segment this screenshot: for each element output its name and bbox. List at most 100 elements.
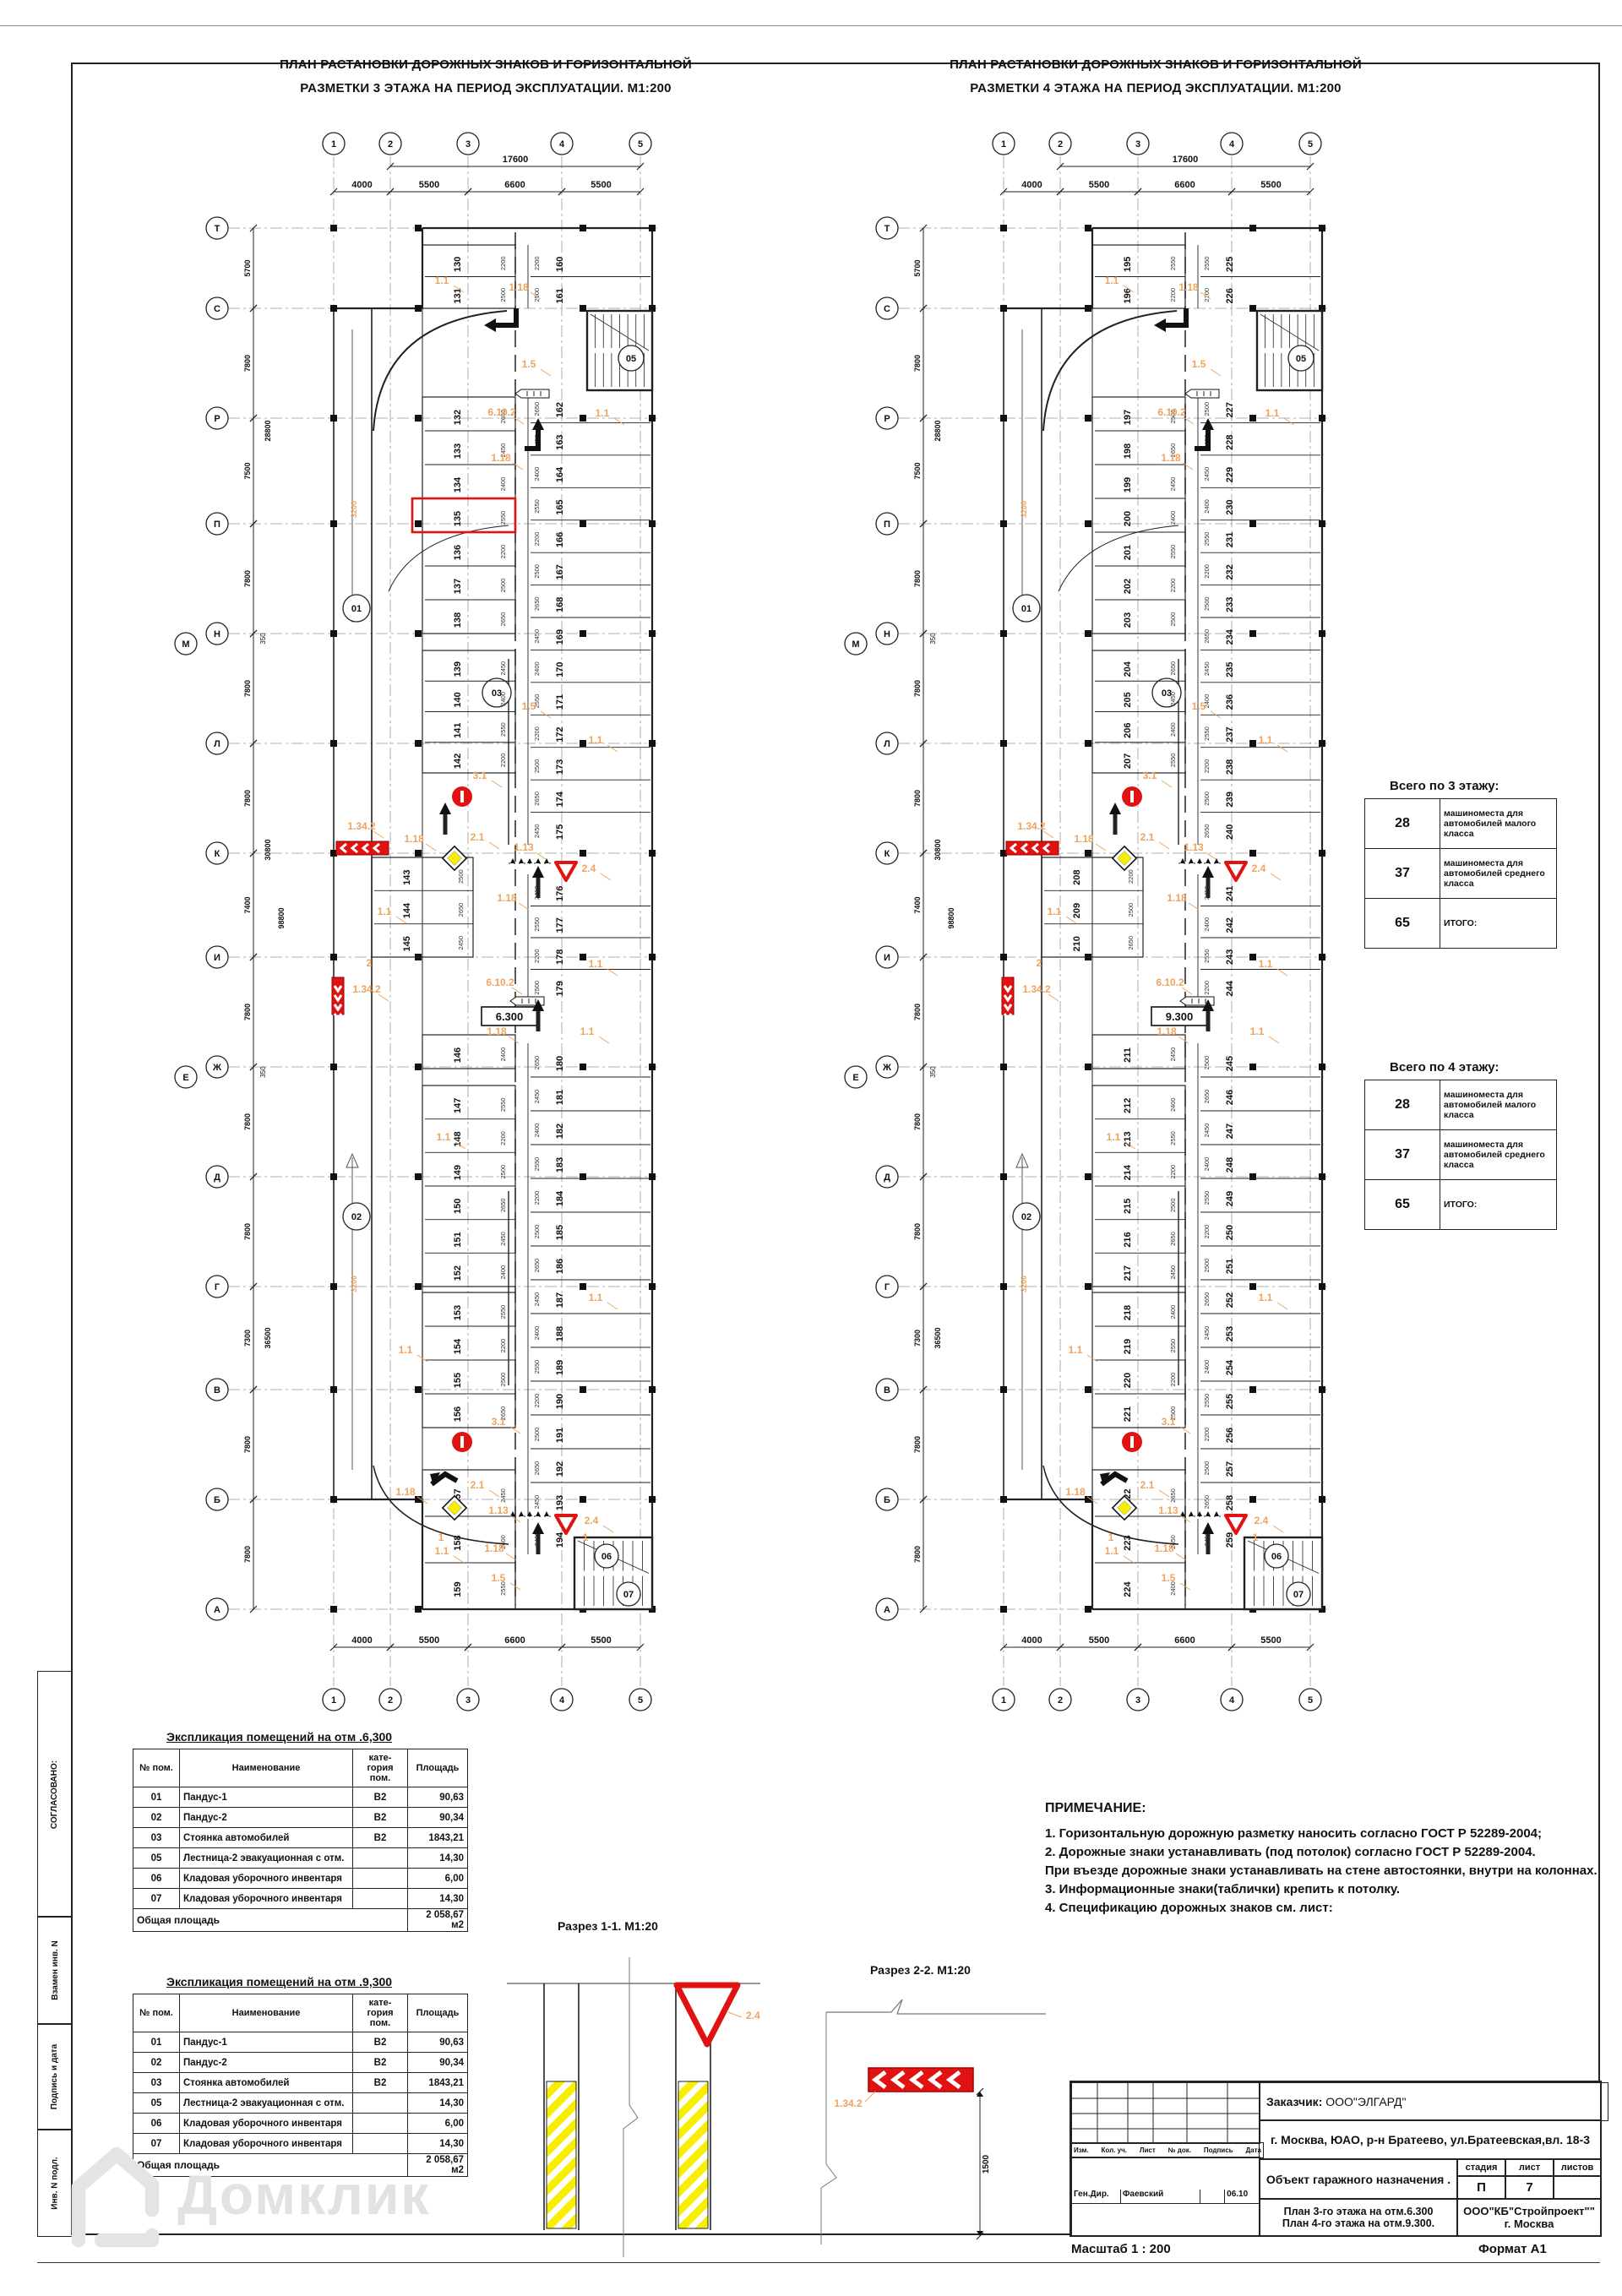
column-mark <box>649 225 656 231</box>
stamp-approved-label: СОГЛАСОВАНО: <box>50 1760 60 1829</box>
summary-table-floor4: Всего по 4 этажу: 28 машиноместа для автом… <box>1364 1060 1557 1230</box>
column-mark <box>1319 225 1325 231</box>
stall-width-dim: 2550 <box>499 1097 507 1112</box>
room-table-header: № пом. <box>133 1749 180 1787</box>
signers-grid: Ген.Дир.Фаевский06.10ГИПШамшетдинов06.10… <box>1071 2157 1260 2237</box>
row-axis-bubble <box>205 216 229 240</box>
row-outer-dim: 28800 <box>264 420 272 441</box>
row-outer-dim: 30800 <box>933 839 942 860</box>
lane-arrow-head <box>532 999 544 1011</box>
stall-width-dim: 2200 <box>1169 288 1177 302</box>
lane-arrow-head <box>430 1472 440 1486</box>
row-dim: 7800 <box>243 790 252 807</box>
summary-row: 65 ИТОГО: <box>1364 1179 1557 1230</box>
column-mark <box>1249 630 1256 637</box>
stall-number: 241 <box>1225 886 1235 901</box>
dim-tick <box>386 162 395 171</box>
marking-code-1.1: 1.1 <box>435 1545 449 1557</box>
dim-tick <box>919 1495 928 1504</box>
column-mark <box>1319 850 1325 857</box>
column-mark <box>1000 740 1007 747</box>
column-axis-bubble-label: 2 <box>388 139 393 150</box>
marking-code-1.18: 1.18 <box>509 281 529 293</box>
row-axis-bubble-label: И <box>214 953 220 963</box>
dim-seg: 5500 <box>1089 180 1109 190</box>
room-table-cell: 05 <box>133 2092 180 2114</box>
dim-tick <box>1056 188 1064 196</box>
lane-arrow-1.18 <box>1100 1471 1129 1487</box>
note-item: 1. Горизонтальную дорожную разметку нано… <box>1045 1826 1543 1841</box>
stall-width-dim: 2550 <box>1169 545 1177 559</box>
ramp-arrow-head <box>1015 1152 1029 1168</box>
summary-count: 28 <box>1364 1080 1440 1130</box>
stall-width-dim: 2550 <box>1203 1394 1211 1408</box>
stamp-replace-label: Взамен инв. N <box>50 1940 60 2000</box>
summary-row: 37 машиноместа для автомобилей среднего к… <box>1364 848 1557 899</box>
stall-width-dim: 2450 <box>533 629 541 644</box>
column-axis-bubble-label: 3 <box>465 1695 471 1706</box>
column-axis-bubble-label: 4 <box>1229 1695 1235 1706</box>
marking-code-2.4: 2.4 <box>1255 1515 1269 1526</box>
lane-arrow-head <box>532 1522 544 1534</box>
lane-arrow-1.18 <box>1164 308 1189 328</box>
stall-width-dim: 2650 <box>533 402 541 416</box>
row-axis-bubble-label: Т <box>884 224 890 234</box>
stall-number: 191 <box>555 1428 565 1443</box>
leader-line <box>602 1525 614 1533</box>
dim-tick <box>558 188 566 196</box>
stall-width-dim: 2400 <box>1203 1157 1211 1172</box>
row-axis-bubble <box>875 841 899 865</box>
sheet-label: лист <box>1505 2158 1554 2177</box>
leader-line <box>1276 1302 1288 1310</box>
stall-number: 139 <box>453 661 463 677</box>
row-axis-bubble <box>205 945 229 969</box>
room-table-header: кате-гория пом. <box>352 1749 408 1787</box>
summary-row: 28 машиноместа для автомобилей малого кла… <box>1364 1080 1557 1130</box>
leader-line <box>509 1582 521 1591</box>
highlighted-stall <box>411 497 517 534</box>
stall-width-dim: 2650 <box>1203 1090 1211 1104</box>
column-mark <box>330 1064 337 1070</box>
row-dim: 7800 <box>913 1436 922 1453</box>
column-axis-bubble <box>1126 132 1150 155</box>
dim-seg: 5500 <box>1260 1635 1281 1646</box>
lane-arrow-head <box>484 318 496 332</box>
dim-tick <box>1306 1643 1314 1651</box>
stall-width-dim: 2500 <box>1203 792 1211 806</box>
dim-tick <box>249 224 258 232</box>
lane-arrow-head <box>1154 318 1166 332</box>
stall-width-dim: 2200 <box>1203 759 1211 774</box>
row-axis-bubble-label: Г <box>884 1282 890 1292</box>
marking-code-1.1: 1.1 <box>580 1026 595 1037</box>
column-axis-bubble-label: 1 <box>1001 1695 1006 1706</box>
stall-width-dim: 2200 <box>533 949 541 963</box>
room-table-cell: Стоянка автомобилей <box>179 2072 353 2093</box>
dim-tick <box>919 1282 928 1291</box>
summary-label: ИТОГО: <box>1440 898 1557 949</box>
stall-width-dim: 2200 <box>1169 1373 1177 1387</box>
ramp-tag <box>342 1202 371 1231</box>
stall-number: 243 <box>1225 949 1235 965</box>
row-axis-bubble <box>205 841 229 865</box>
chevron-glyph <box>333 985 343 993</box>
stall-width-dim: 2400 <box>1203 1360 1211 1374</box>
stall-width-dim: 2400 <box>1169 511 1177 525</box>
room-table-cell: Стоянка автомобилей <box>179 1827 353 1848</box>
marking-code-1.1: 1.1 <box>1107 1131 1121 1143</box>
stall-width-dim: 2200 <box>499 256 507 270</box>
row-axis-bubble <box>875 1165 899 1189</box>
column-mark <box>580 1283 586 1290</box>
column-mark <box>1000 305 1007 312</box>
marking-code-1.18: 1.18 <box>395 1486 416 1498</box>
column-axis-bubble <box>322 1688 346 1711</box>
column-mark <box>415 630 422 637</box>
stall-number: 208 <box>1072 869 1082 884</box>
plan-canvas: 1122334455176004000400055005500660066005… <box>844 132 1327 1711</box>
marking-code-1.1: 1.1 <box>596 407 610 419</box>
column-axis-bubble-label: 4 <box>559 1695 565 1706</box>
stall-width-dim: 2200 <box>533 256 541 270</box>
column-mark <box>1249 1173 1256 1180</box>
summary-title: Всего по 3 этажу: <box>1390 779 1500 793</box>
leader-line <box>1175 1553 1187 1561</box>
